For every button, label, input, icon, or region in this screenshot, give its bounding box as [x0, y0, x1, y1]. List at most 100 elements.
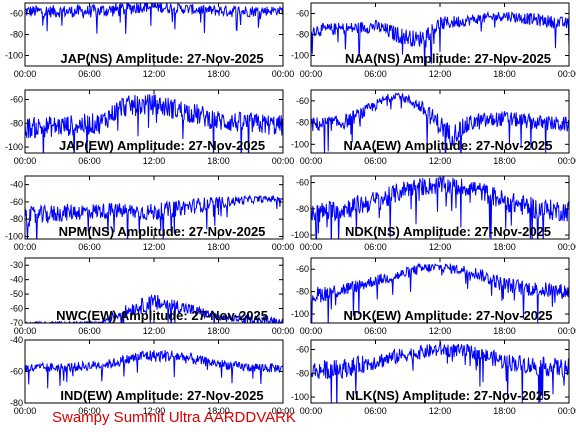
x-tick-label: 00:00 [14, 406, 37, 416]
panel-title: NDK(NS) Amplitude: 27-Nov-2025 [345, 224, 551, 239]
x-tick-label: 00:00 [558, 69, 576, 79]
panel-title: NLK(NS) Amplitude: 27-Nov-2025 [346, 388, 551, 403]
x-tick-label: 18:00 [207, 406, 230, 416]
panel-title: IND(EW) Amplitude: 27-Nov-2025 [60, 388, 263, 403]
x-tick-label: 12:00 [143, 242, 166, 252]
y-tick-label: -70 [10, 318, 23, 328]
x-tick-label: 12:00 [143, 406, 166, 416]
y-tick-label: -50 [10, 289, 23, 299]
x-tick-label: 12:00 [429, 69, 452, 79]
y-tick-label: -80 [10, 398, 23, 408]
amplitude-trace [25, 94, 283, 153]
x-tick-label: 00:00 [300, 156, 323, 166]
y-tick-label: -60 [10, 95, 23, 105]
y-tick-label: -100 [291, 230, 309, 240]
panel-title: NAA(NS) Amplitude: 27-Nov-2025 [345, 51, 551, 66]
x-tick-label: 00:00 [272, 242, 295, 252]
x-tick-label: 00:00 [14, 242, 37, 252]
y-tick-label: -100 [291, 139, 309, 149]
x-tick-label: 00:00 [558, 406, 576, 416]
y-tick-label: -100 [291, 392, 309, 402]
x-tick-label: 06:00 [364, 406, 387, 416]
x-tick-label: 18:00 [493, 156, 516, 166]
x-tick-label: 18:00 [493, 242, 516, 252]
x-tick-label: 06:00 [364, 242, 387, 252]
panel-title: NAA(EW) Amplitude: 27-Nov-2025 [344, 138, 553, 153]
x-tick-label: 00:00 [558, 242, 576, 252]
x-tick-label: 00:00 [300, 69, 323, 79]
amplitude-trace [25, 293, 283, 323]
panel-title: JAP(EW) Amplitude: 27-Nov-2025 [59, 138, 265, 153]
y-tick-label: -60 [296, 264, 309, 274]
y-tick-label: -80 [10, 118, 23, 128]
x-tick-label: 12:00 [143, 69, 166, 79]
y-tick-label: -40 [10, 275, 23, 285]
x-tick-label: 00:00 [14, 156, 37, 166]
x-tick-label: 12:00 [429, 406, 452, 416]
x-tick-label: 12:00 [429, 326, 452, 336]
x-tick-label: 18:00 [207, 69, 230, 79]
x-tick-label: 18:00 [493, 406, 516, 416]
amplitude-panel: -60 -80 -100 00:00 06:00 12:00 18:00 00:00 JAP(E… [5, 89, 295, 166]
y-tick-label: -60 [296, 9, 309, 19]
x-tick-label: 12:00 [143, 156, 166, 166]
x-tick-label: 12:00 [143, 326, 166, 336]
panel-title: JAP(NS) Amplitude: 27-Nov-2025 [60, 51, 263, 66]
x-tick-label: 06:00 [364, 326, 387, 336]
amplitude-panel: -60 -80 -100 00:00 06:00 12:00 18:00 00:00 NAA(N… [291, 2, 576, 79]
x-tick-label: 06:00 [78, 326, 101, 336]
x-tick-label: 18:00 [207, 242, 230, 252]
x-tick-label: 00:00 [14, 69, 37, 79]
x-tick-label: 06:00 [364, 69, 387, 79]
y-tick-label: -30 [10, 260, 23, 270]
amplitude-trace [311, 92, 569, 153]
amplitude-trace [25, 349, 283, 389]
y-tick-label: -60 [10, 9, 23, 19]
x-tick-label: 06:00 [78, 69, 101, 79]
y-tick-label: -100 [291, 51, 309, 61]
y-tick-label: -100 [291, 309, 309, 319]
x-tick-label: 00:00 [272, 326, 295, 336]
amplitude-trace [311, 262, 569, 323]
y-tick-label: -100 [5, 51, 23, 61]
y-tick-label: -80 [10, 30, 23, 40]
panel-title: NPM(NS) Amplitude: 27-Nov-2025 [59, 224, 266, 239]
x-tick-label: 00:00 [300, 326, 323, 336]
amplitude-trace [311, 10, 569, 66]
y-tick-label: -60 [10, 304, 23, 314]
y-tick-label: -80 [10, 214, 23, 224]
x-tick-label: 18:00 [493, 69, 516, 79]
x-tick-label: 06:00 [78, 156, 101, 166]
y-tick-label: -60 [296, 96, 309, 106]
x-tick-label: 12:00 [429, 156, 452, 166]
y-tick-label: -40 [10, 180, 23, 190]
amplitude-trace [25, 194, 283, 239]
y-tick-label: -80 [296, 118, 309, 128]
x-tick-label: 00:00 [558, 156, 576, 166]
y-tick-label: -60 [10, 197, 23, 207]
y-tick-label: -80 [296, 30, 309, 40]
station-footer: Swampy Summit Ultra AARDDVARK [52, 409, 296, 426]
y-tick-label: -100 [5, 231, 23, 241]
y-tick-label: -80 [296, 368, 309, 378]
y-tick-label: -60 [296, 345, 309, 355]
x-tick-label: 00:00 [300, 242, 323, 252]
y-tick-label: -80 [296, 204, 309, 214]
x-tick-label: 00:00 [558, 326, 576, 336]
x-tick-label: 06:00 [78, 242, 101, 252]
panel-title: NWC(EW) Amplitude: 27-Nov-2025 [56, 308, 268, 323]
x-tick-label: 12:00 [429, 242, 452, 252]
amplitude-panel: -60 -80 -100 00:00 06:00 12:00 18:00 00:00 NDK(E… [291, 257, 576, 336]
panel-title: NDK(EW) Amplitude: 27-Nov-2025 [344, 308, 553, 323]
x-tick-label: 06:00 [78, 406, 101, 416]
amplitude-panel: -60 -80 -100 00:00 06:00 12:00 18:00 00:00 NAA(E… [291, 89, 576, 166]
x-tick-label: 00:00 [272, 156, 295, 166]
y-tick-label: -100 [5, 142, 23, 152]
amplitude-trace [311, 176, 569, 239]
y-tick-label: -80 [296, 287, 309, 297]
y-tick-label: -60 [10, 367, 23, 377]
